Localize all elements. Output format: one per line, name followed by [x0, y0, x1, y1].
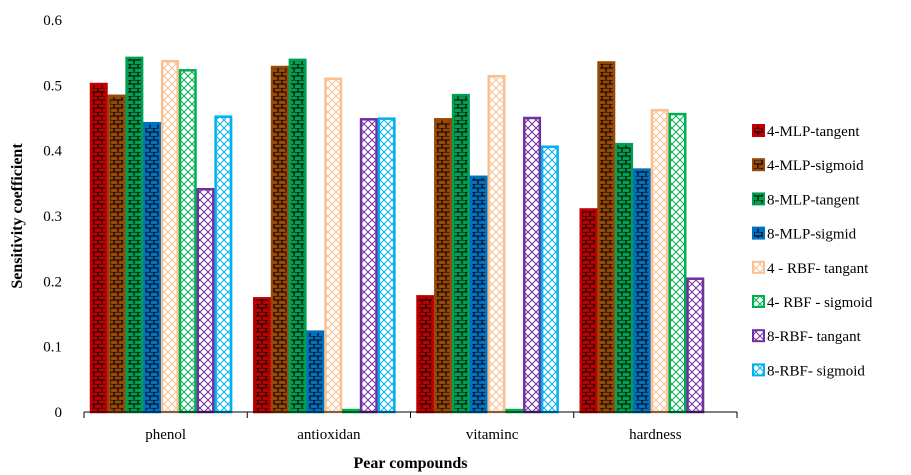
x-tick-label: vitaminc	[466, 427, 519, 443]
bar	[125, 56, 144, 414]
y-tick-label: 0	[55, 405, 63, 421]
x-tick-label: phenol	[145, 427, 186, 443]
bar	[434, 118, 453, 414]
bar	[523, 116, 542, 414]
bar	[416, 295, 435, 414]
bar-marks	[89, 56, 705, 414]
y-tick-label: 0.4	[43, 144, 62, 160]
y-tick-label: 0.5	[43, 78, 62, 94]
bar	[288, 58, 307, 414]
bar	[487, 74, 506, 414]
bar	[196, 187, 215, 414]
bar	[143, 121, 162, 414]
bar	[632, 168, 651, 414]
y-tick-label: 0.3	[43, 209, 62, 225]
legend-swatch	[752, 260, 765, 274]
legend-label: 4-MLP-sigmoid	[767, 158, 864, 174]
bar	[686, 277, 705, 414]
legend-swatch	[752, 295, 765, 308]
bar	[451, 93, 470, 414]
x-axis-title: Pear compounds	[354, 455, 468, 472]
bar	[89, 82, 108, 414]
bar	[178, 69, 197, 414]
bar	[359, 118, 378, 414]
bar	[377, 117, 396, 414]
legend-label: 4 - RBF- tangant	[767, 261, 869, 277]
bar	[597, 61, 616, 414]
legend-label: 4-MLP-tangent	[767, 124, 860, 140]
bar	[540, 145, 559, 414]
legend-swatch	[752, 192, 765, 206]
legend-label: 8-RBF- sigmoid	[767, 363, 865, 379]
y-tick-label: 0.2	[43, 274, 62, 290]
bar	[469, 175, 488, 414]
legend-label: 8-MLP-sigmid	[767, 227, 857, 243]
y-axis-ticks: 0 0.1 0.2 0.3 0.4 0.5 0.6	[43, 13, 62, 421]
bar	[324, 77, 343, 414]
bar	[615, 142, 634, 414]
x-tick-label: hardness	[629, 427, 682, 443]
bar	[214, 115, 233, 414]
legend-label: 4- RBF - sigmoid	[767, 295, 873, 311]
bar	[253, 297, 271, 414]
legend-label: 8-MLP-tangent	[767, 192, 860, 208]
legend-swatch	[752, 124, 765, 137]
x-tick-label: antioxidan	[297, 427, 361, 443]
bar	[579, 208, 598, 414]
legend-swatch	[752, 363, 765, 377]
x-axis-ticks: phenol antioxidan vitaminc hardness	[83, 412, 738, 443]
y-tick-label: 0.6	[43, 13, 62, 29]
bar	[306, 330, 325, 414]
legend-swatch	[752, 226, 765, 240]
bar	[160, 59, 179, 414]
y-tick-label: 0.1	[43, 340, 62, 356]
bar	[668, 112, 687, 414]
legend-swatch	[752, 158, 765, 172]
y-axis-title: Sensitivity coefficient	[9, 143, 26, 289]
bar	[107, 94, 126, 414]
legend-label: 8-RBF- tangant	[767, 329, 862, 345]
bar	[650, 108, 669, 414]
legend: 4-MLP-tangent 4-MLP-sigmoid 8-MLP-tangent 8…	[752, 124, 873, 379]
bar	[270, 65, 289, 414]
legend-swatch	[752, 329, 765, 343]
